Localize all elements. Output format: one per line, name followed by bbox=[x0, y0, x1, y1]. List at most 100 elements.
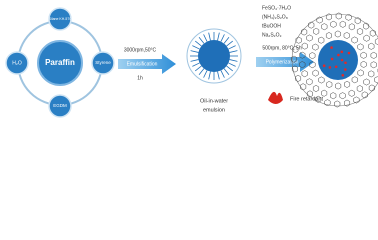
polymer-ring bbox=[315, 95, 322, 103]
condition: 500rpm, 80°C, 5h bbox=[262, 45, 301, 51]
step-label: Emulsification bbox=[127, 61, 158, 67]
polymer-ring bbox=[343, 32, 350, 39]
polymer-ring bbox=[312, 85, 320, 92]
polymer-ring bbox=[324, 99, 331, 107]
surfactant bbox=[190, 59, 199, 62]
node-label: Paraffin bbox=[45, 58, 75, 67]
retardant-dot bbox=[340, 58, 344, 62]
polymer-ring bbox=[361, 91, 368, 99]
polymer-ring bbox=[313, 27, 320, 35]
polymer-ring bbox=[374, 38, 378, 46]
polymer-ring bbox=[306, 34, 313, 42]
polymer-ring bbox=[300, 83, 307, 91]
node bbox=[48, 94, 72, 118]
diagram: Paraffin Silane KH-570 Styrene EGDM H₂O … bbox=[5, 5, 378, 118]
polymer-ring bbox=[354, 17, 361, 25]
polymer-ring bbox=[368, 70, 375, 78]
surfactant bbox=[220, 34, 225, 42]
core bbox=[318, 40, 358, 80]
polymer-ring bbox=[360, 51, 367, 59]
retardant-dot bbox=[330, 46, 333, 49]
surfactant bbox=[223, 36, 230, 44]
surfactant bbox=[208, 32, 211, 41]
polymer-ring bbox=[321, 89, 328, 97]
node-label: Styrene bbox=[95, 60, 111, 65]
reagent: (NH₄)₂S₂O₈ bbox=[262, 14, 288, 20]
polymer-ring bbox=[374, 76, 378, 84]
polymer-ring bbox=[335, 12, 342, 20]
surfactant bbox=[228, 62, 236, 67]
node bbox=[5, 51, 29, 75]
polymer-ring bbox=[345, 13, 352, 21]
polymer-ring bbox=[357, 43, 364, 51]
polymer-ring bbox=[306, 90, 313, 98]
polymer-ring bbox=[353, 96, 360, 104]
retardant-dot bbox=[340, 50, 344, 54]
additive-label: Fire retardant bbox=[290, 96, 323, 102]
arrow bbox=[118, 54, 176, 74]
polymer-ring bbox=[356, 28, 364, 35]
surfactant bbox=[229, 59, 238, 62]
surfactant bbox=[220, 70, 225, 78]
polymer-ring bbox=[292, 46, 299, 53]
surfactant bbox=[192, 62, 200, 67]
polymer-ring bbox=[301, 42, 308, 50]
retardant-dot bbox=[344, 61, 347, 65]
polymer-ring bbox=[335, 82, 342, 90]
retardant-dot bbox=[341, 73, 345, 77]
polymer-ring bbox=[291, 65, 298, 73]
polymer-ring bbox=[321, 23, 328, 31]
surfactant bbox=[198, 36, 205, 44]
polymer-ring bbox=[339, 92, 346, 100]
polymer-ring bbox=[330, 20, 337, 28]
polymer-ring bbox=[318, 76, 325, 84]
paraffin-node bbox=[37, 40, 83, 86]
condition: 3000rpm,50°C bbox=[124, 47, 157, 53]
node-label: EGDM bbox=[53, 103, 67, 108]
polymer-ring bbox=[312, 43, 319, 51]
surfactant bbox=[194, 65, 202, 72]
node-label: H₂O bbox=[12, 60, 22, 66]
polymer-ring bbox=[301, 70, 308, 78]
polymer-ring bbox=[363, 34, 370, 42]
polymer-ring bbox=[299, 51, 306, 59]
polymer-ring bbox=[309, 61, 316, 69]
polymer-ring bbox=[334, 30, 341, 38]
polymer-ring bbox=[370, 61, 377, 69]
polymer-ring bbox=[339, 20, 346, 28]
polymer-ring bbox=[301, 28, 308, 36]
polymer-ring bbox=[351, 76, 358, 84]
surfactant bbox=[203, 34, 208, 42]
caption: emulsion bbox=[203, 107, 225, 113]
polymer-ring bbox=[295, 74, 302, 82]
polymer-ring bbox=[344, 99, 351, 107]
polymer-ring bbox=[351, 36, 358, 44]
retardant-dot bbox=[347, 51, 351, 55]
node bbox=[91, 51, 115, 75]
polymer-ring bbox=[334, 100, 341, 108]
node bbox=[48, 7, 72, 31]
surfactant bbox=[203, 70, 208, 78]
surfactant bbox=[192, 45, 200, 50]
reagent: tBuOOH bbox=[262, 23, 281, 29]
polymer-ring bbox=[306, 78, 313, 86]
reagent: FeSO₄·7H₂O bbox=[262, 5, 291, 11]
surfactant bbox=[194, 40, 202, 47]
capsule bbox=[291, 13, 378, 107]
polymer-ring bbox=[363, 78, 370, 86]
surfactant bbox=[217, 32, 220, 41]
node-label: Silane KH-570 bbox=[49, 17, 72, 21]
polymer-ring bbox=[295, 36, 302, 44]
retardant-dot bbox=[334, 65, 338, 69]
time: 1h bbox=[137, 75, 143, 81]
retardant-dot bbox=[322, 64, 326, 68]
polymer-ring bbox=[316, 16, 323, 24]
step-label: Polymerization bbox=[266, 59, 299, 65]
retardant-dot bbox=[344, 68, 347, 71]
polymer-ring bbox=[370, 51, 377, 59]
surfactant bbox=[226, 65, 234, 72]
flame-icon bbox=[268, 91, 283, 104]
polymer-ring bbox=[326, 81, 333, 88]
polymer-ring bbox=[299, 61, 306, 69]
polymer-ring bbox=[308, 21, 315, 29]
